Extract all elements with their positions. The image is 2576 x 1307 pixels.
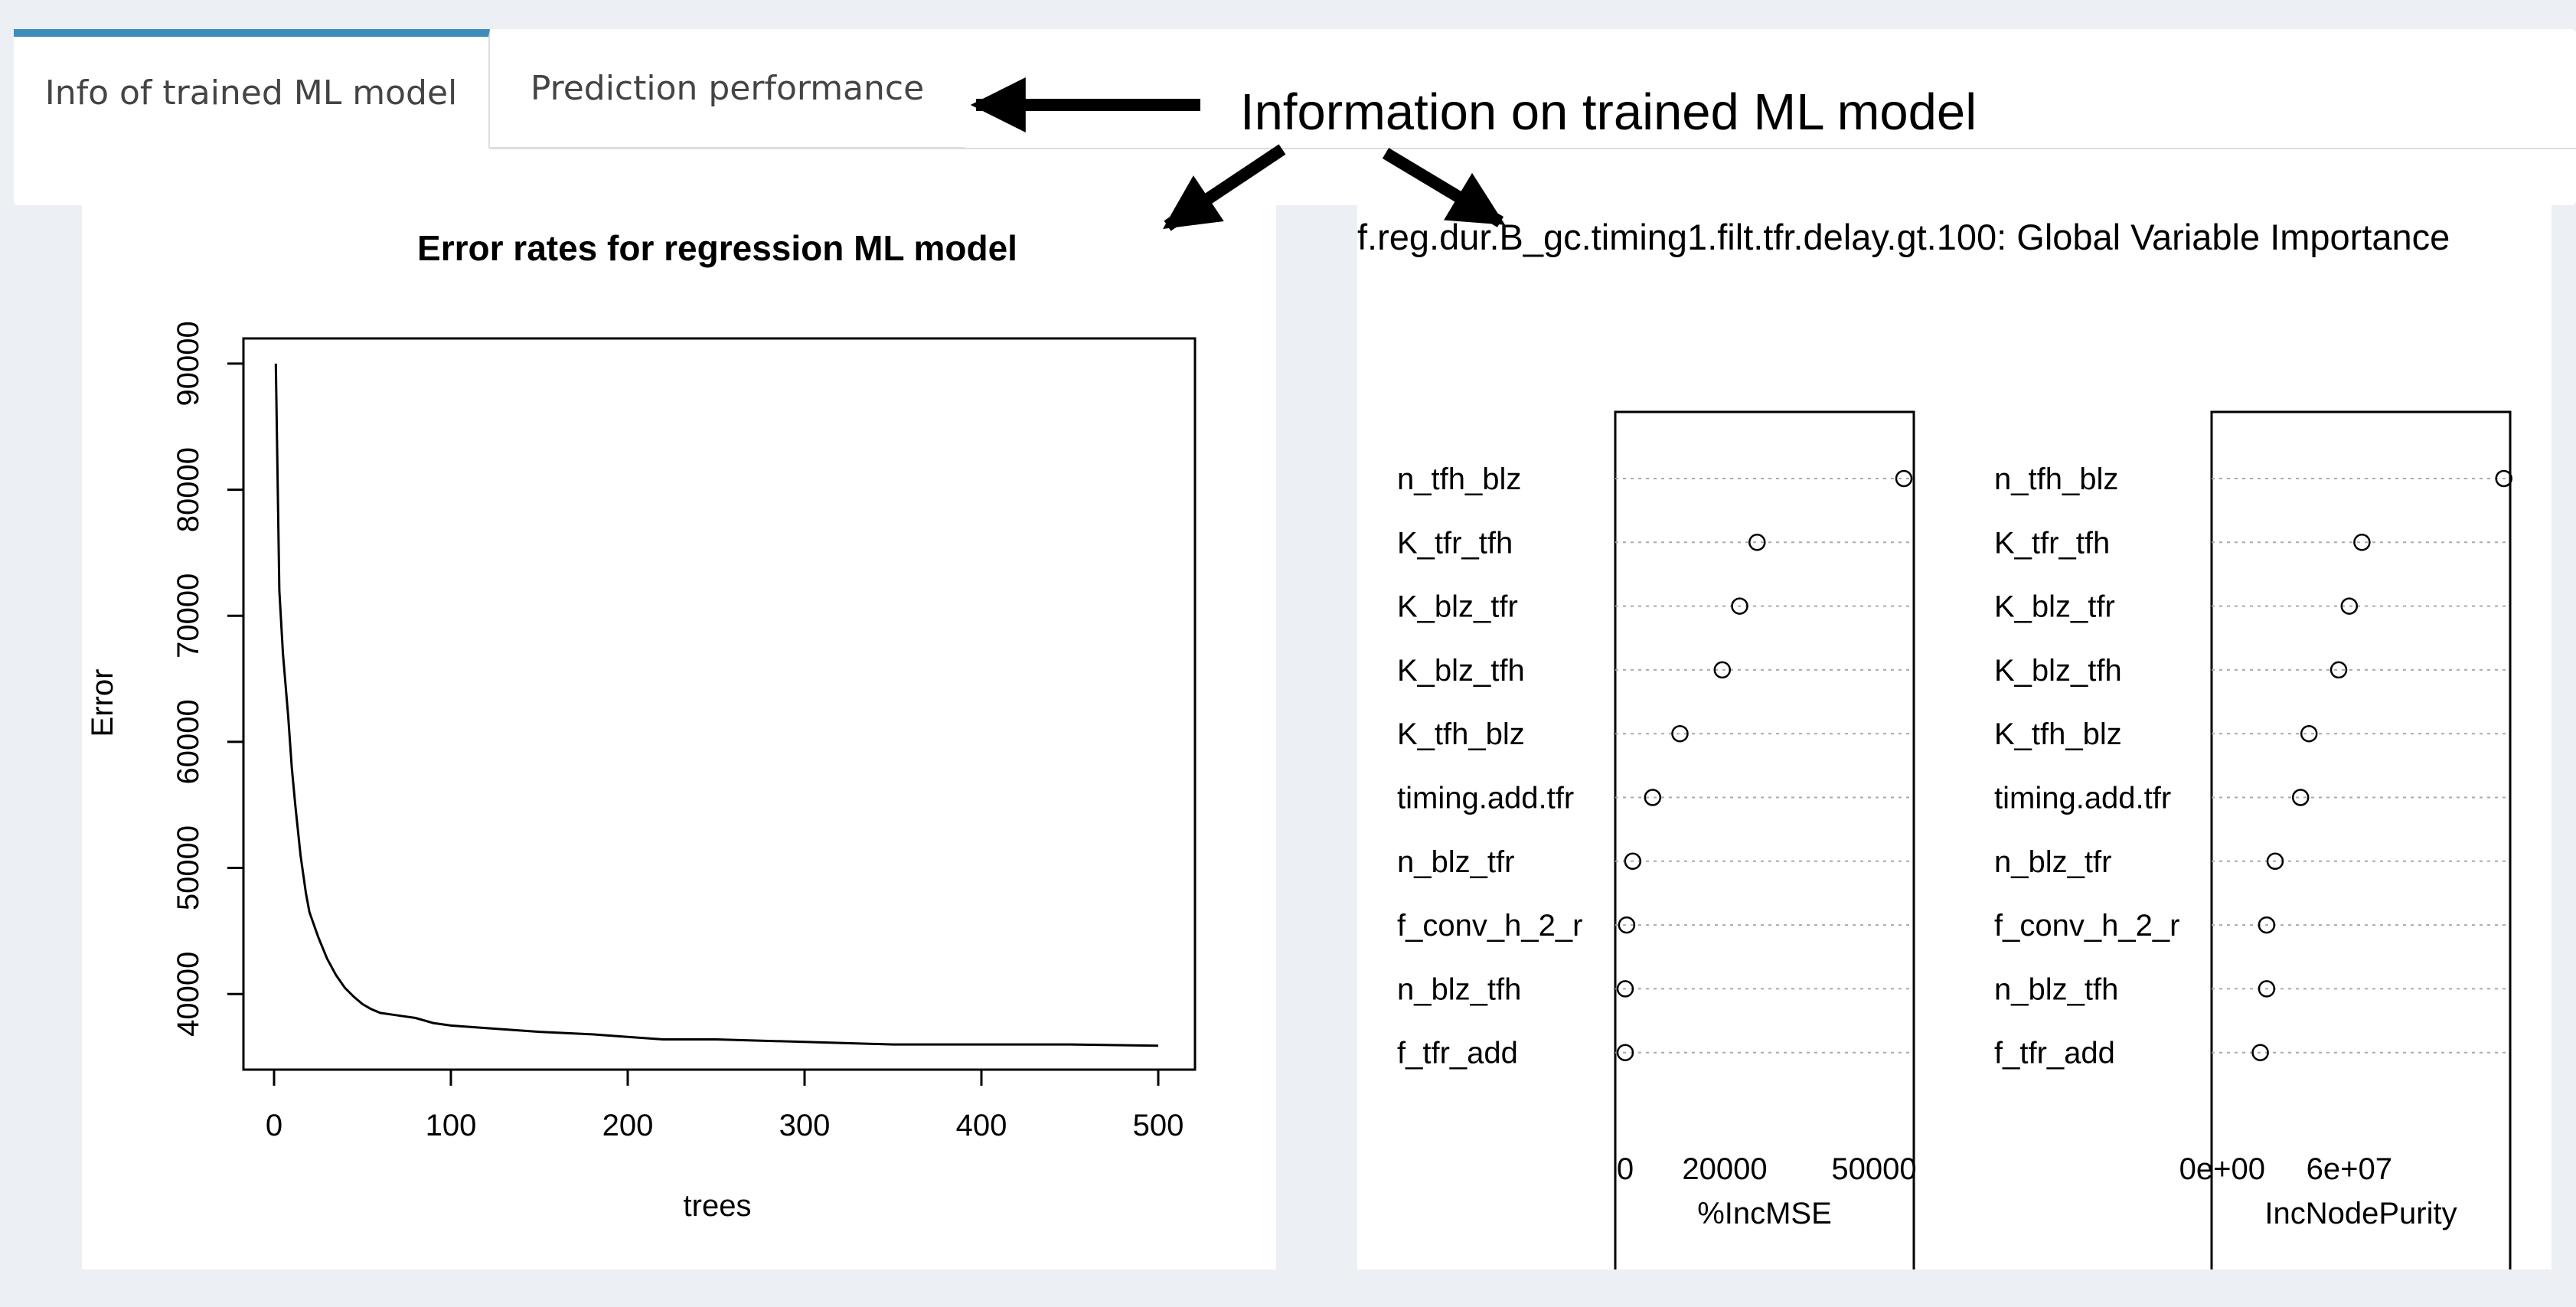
- y-tick-label: 80000: [171, 447, 205, 532]
- arrow-to-varimp: [1382, 148, 1506, 227]
- arrow-to-error-plot: [1163, 144, 1286, 231]
- incnodepurity-tick-label: 6e+07: [2307, 1152, 2392, 1186]
- variable-importance-chart: f.reg.dur.B_gc.timing1.filt.tfr.delay.gt…: [1357, 217, 2512, 1307]
- x-tick-label: 200: [602, 1109, 654, 1142]
- varimp-panel: f.reg.dur.B_gc.timing1.filt.tfr.delay.gt…: [1357, 198, 2552, 1307]
- variable-label: n_blz_tfr: [1397, 845, 1514, 879]
- variable-label: K_blz_tfr: [1994, 590, 2115, 624]
- error-plot-panel: Error rates for regression ML model 0 100…: [82, 198, 1276, 1269]
- importance-point: [2251, 1044, 2269, 1061]
- variable-label: K_tfr_tfh: [1994, 526, 2110, 560]
- incmse-tick-label: 0: [1617, 1152, 1634, 1186]
- variable-label: timing.add.tfr: [1994, 782, 2171, 815]
- y-tick-label: 40000: [171, 952, 205, 1037]
- x-tick-label: 500: [1133, 1109, 1184, 1142]
- x-axis-label: trees: [684, 1189, 752, 1223]
- variable-label: K_tfr_tfh: [1397, 526, 1513, 560]
- importance-point: [2258, 980, 2276, 998]
- importance-point: [2258, 916, 2276, 934]
- tab-divider: [490, 148, 2576, 149]
- importance-point: [1895, 469, 1913, 488]
- importance-point: [2330, 661, 2348, 679]
- y-tick-label: 70000: [171, 573, 205, 658]
- incnodepurity-plot: n_tfh_blz K_tfr_tfh K_blz_tfr K_blz_tfh K_tf…: [1994, 462, 2512, 1070]
- importance-point: [1671, 724, 1689, 743]
- importance-point: [2291, 789, 2310, 806]
- importance-point: [2300, 724, 2318, 743]
- variable-label: K_tfh_blz: [1397, 717, 1525, 751]
- y-axis-label: Error: [86, 669, 119, 737]
- importance-point: [1618, 916, 1636, 934]
- incmse-axis: 0 20000 50000: [1617, 1152, 1917, 1186]
- variable-label: K_blz_tfr: [1397, 590, 1518, 624]
- variable-label: f_conv_h_2_r: [1994, 909, 2179, 943]
- incnodepurity-tick-label: 0e+00: [2179, 1152, 2265, 1186]
- incnodepurity-axis-label: IncNodePurity: [2264, 1197, 2457, 1230]
- x-tick-label: 300: [779, 1109, 831, 1142]
- x-tick-label: 0: [266, 1109, 282, 1142]
- y-tick-label: 60000: [171, 699, 205, 784]
- variable-label: f_tfr_add: [1994, 1037, 2115, 1070]
- tab-label: Prediction performance: [530, 68, 925, 108]
- error-line: [274, 363, 1159, 1047]
- tab-info-trained-model[interactable]: Info of trained ML model: [14, 29, 490, 149]
- incmse-tick-label: 20000: [1682, 1152, 1767, 1186]
- variable-label: f_tfr_add: [1397, 1037, 1518, 1070]
- variable-label: n_blz_tfr: [1994, 845, 2111, 879]
- variable-label: f_conv_h_2_r: [1397, 909, 1582, 943]
- importance-point: [1624, 852, 1642, 871]
- importance-point: [1616, 980, 1634, 998]
- error-rate-chart: Error rates for regression ML model 0 100…: [86, 228, 1197, 1223]
- importance-point: [1616, 1044, 1634, 1061]
- annotation-text: Information on trained ML model: [1240, 83, 1977, 141]
- importance-point: [1644, 789, 1662, 806]
- tab-bar: Info of trained ML model Prediction perf…: [14, 29, 2576, 205]
- variable-label: n_blz_tfh: [1994, 972, 2118, 1006]
- variable-label: K_blz_tfh: [1397, 654, 1525, 688]
- tab-prediction-performance[interactable]: Prediction performance: [490, 29, 965, 149]
- error-plot-title: Error rates for regression ML model: [417, 228, 1017, 268]
- importance-point: [2340, 597, 2359, 615]
- importance-point: [2353, 534, 2371, 551]
- tab-label: Info of trained ML model: [44, 73, 458, 113]
- importance-point: [2266, 852, 2284, 871]
- x-axis: 0 100 200 300 400 500: [266, 1068, 1184, 1142]
- x-tick-label: 100: [426, 1109, 477, 1142]
- variable-label: n_blz_tfh: [1397, 972, 1521, 1006]
- importance-point: [1748, 534, 1766, 551]
- importance-point: [2495, 469, 2512, 488]
- y-tick-label: 90000: [171, 321, 205, 406]
- y-axis: 40000 50000 60000 70000 80000 90000: [171, 321, 245, 1037]
- varimp-title: f.reg.dur.B_gc.timing1.filt.tfr.delay.gt…: [1357, 217, 2450, 257]
- variable-label: timing.add.tfr: [1397, 782, 1574, 815]
- x-tick-label: 400: [956, 1109, 1007, 1142]
- incmse-axis-label: %IncMSE: [1697, 1197, 1832, 1230]
- incnodepurity-axis: 0e+00 6e+07: [2179, 1152, 2392, 1186]
- y-tick-label: 50000: [171, 825, 205, 910]
- incmse-plot: n_tfh_blz K_tfr_tfh K_blz_tfr K_blz_tfh K_tf…: [1397, 462, 1914, 1070]
- variable-label: n_tfh_blz: [1397, 462, 1521, 496]
- importance-point: [1713, 661, 1732, 679]
- incmse-tick-label: 50000: [1831, 1152, 1916, 1186]
- variable-label: n_tfh_blz: [1994, 462, 2118, 496]
- importance-point: [1731, 597, 1748, 615]
- variable-label: K_blz_tfh: [1994, 654, 2122, 688]
- variable-label: K_tfh_blz: [1994, 717, 2122, 751]
